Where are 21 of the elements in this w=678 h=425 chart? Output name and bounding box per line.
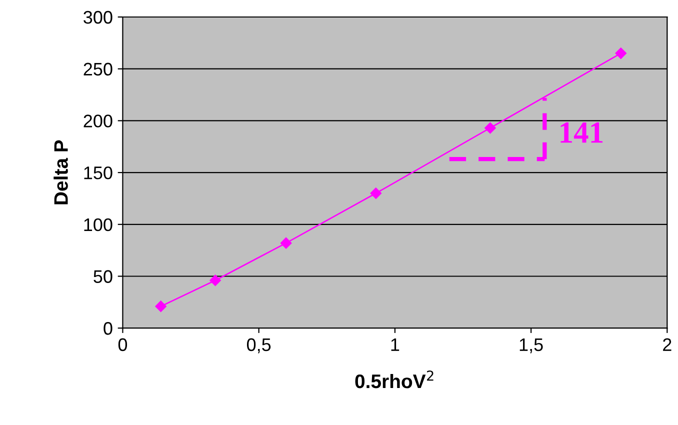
point xyxy=(484,122,496,134)
y-tick-label: 200 xyxy=(84,114,112,128)
y-tick-label: 150 xyxy=(84,166,112,180)
point xyxy=(210,274,221,286)
y-tick-label: 300 xyxy=(84,10,112,24)
annotation: 141 xyxy=(560,122,603,143)
x-tick-label: 0,5 xyxy=(246,338,271,354)
x-tick-label: 0 xyxy=(118,338,128,352)
y-tick-label: 50 xyxy=(94,270,112,283)
point xyxy=(280,237,292,249)
x-tick-label: 1,5 xyxy=(520,338,543,354)
point xyxy=(615,48,626,59)
point xyxy=(155,300,166,312)
point xyxy=(370,188,382,199)
y-tick-label: 0 xyxy=(104,322,112,335)
x-tick-label: 1 xyxy=(391,338,400,351)
x-axis-title: 0.5rhoV$^{2}$ xyxy=(355,370,434,388)
y-axis-title: Delta P xyxy=(54,140,68,204)
x-tick-label: 2 xyxy=(663,338,672,351)
y-tick-label: 100 xyxy=(84,218,112,232)
y-tick-label: 250 xyxy=(84,62,112,76)
